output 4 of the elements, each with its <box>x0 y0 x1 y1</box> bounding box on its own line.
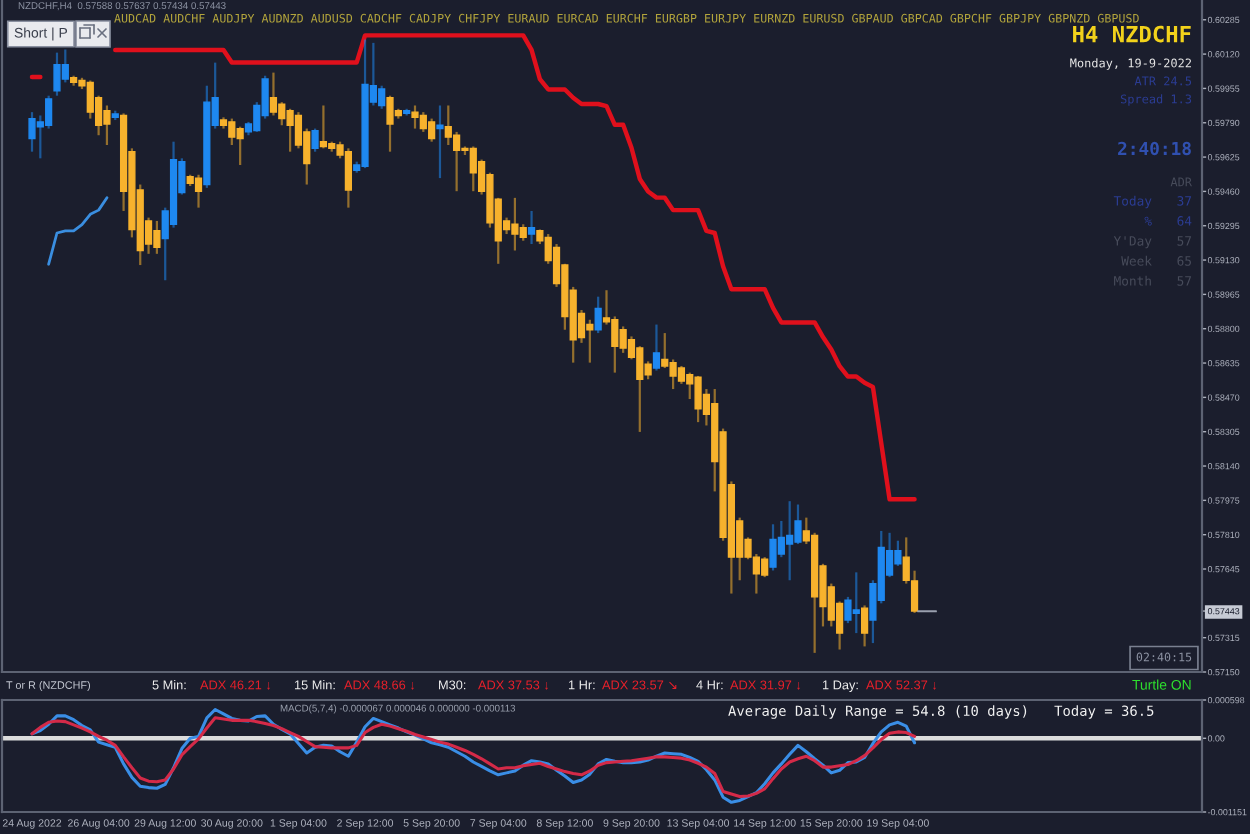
line-series <box>113 33 917 502</box>
line-series <box>47 196 109 266</box>
text: 2:40:18 <box>1118 141 1191 156</box>
text: H4 NZDCHF <box>1073 25 1191 43</box>
